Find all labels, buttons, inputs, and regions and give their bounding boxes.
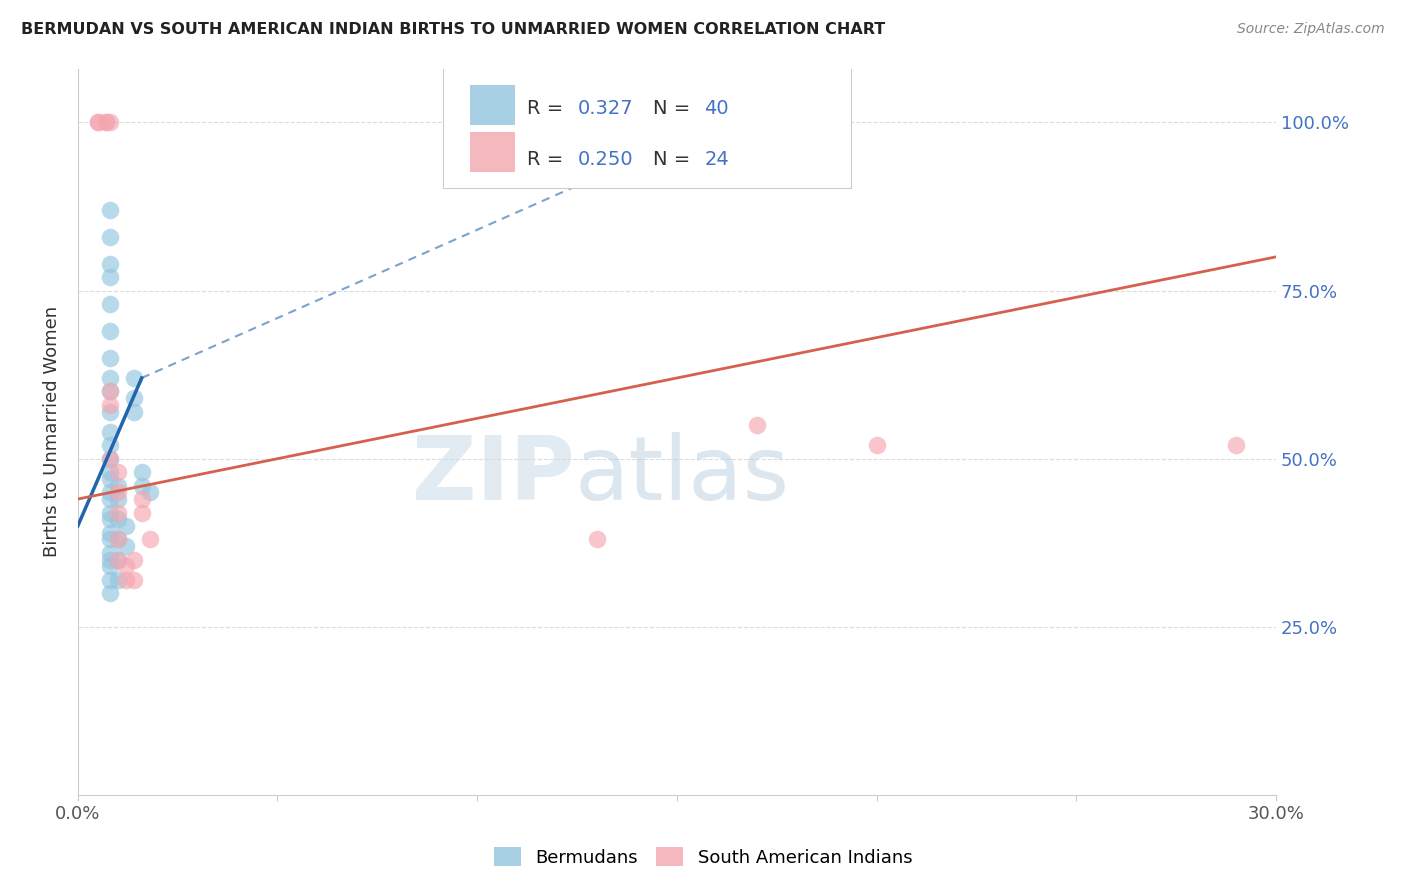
Text: ZIP: ZIP [412,432,575,519]
Point [107,573,129,587]
Point [98,552,121,566]
Point [94,115,117,129]
Point [98,491,121,506]
Y-axis label: Births to Unmarried Women: Births to Unmarried Women [44,306,60,558]
Point [865,438,887,452]
Point [107,552,129,566]
Text: BERMUDAN VS SOUTH AMERICAN INDIAN BIRTHS TO UNMARRIED WOMEN CORRELATION CHART: BERMUDAN VS SOUTH AMERICAN INDIAN BIRTHS… [21,22,886,37]
Point [98,229,121,244]
Point [98,512,121,526]
Point [107,485,129,500]
Text: N =: N = [652,99,696,118]
Point [98,270,121,285]
Point [131,465,153,479]
Point [98,546,121,560]
Point [107,491,129,506]
Point [107,478,129,492]
Point [122,391,145,405]
Point [98,451,121,466]
Point [107,533,129,547]
Point [87,115,110,129]
Point [131,491,153,506]
Point [98,257,121,271]
Point [114,539,136,553]
Point [98,559,121,574]
Point [87,115,110,129]
Point [131,478,153,492]
Point [98,297,121,311]
Point [98,525,121,540]
Point [98,465,121,479]
Point [122,404,145,418]
Point [98,371,121,385]
Point [98,586,121,600]
Point [107,465,129,479]
Point [98,384,121,399]
Point [107,512,129,526]
Point [98,351,121,365]
Point [745,418,768,433]
Point [98,506,121,520]
Point [138,533,160,547]
Point [98,485,121,500]
Point [94,115,117,129]
Point [122,371,145,385]
Point [98,202,121,217]
Point [114,519,136,533]
Point [107,533,129,547]
Point [586,533,609,547]
Point [98,451,121,466]
FancyBboxPatch shape [470,86,515,125]
Point [1225,438,1247,452]
Point [98,384,121,399]
Point [98,438,121,452]
Text: R =: R = [527,150,569,169]
Point [98,398,121,412]
Text: 40: 40 [704,99,730,118]
Text: 24: 24 [704,150,730,169]
FancyBboxPatch shape [470,132,515,172]
Text: N =: N = [652,150,696,169]
Point [98,404,121,418]
Text: 0.250: 0.250 [578,150,633,169]
Point [98,472,121,486]
Text: Source: ZipAtlas.com: Source: ZipAtlas.com [1237,22,1385,37]
Point [114,559,136,574]
Point [114,573,136,587]
Point [122,552,145,566]
FancyBboxPatch shape [443,62,851,188]
Point [98,324,121,338]
Point [138,485,160,500]
Text: atlas: atlas [575,432,790,519]
Point [107,506,129,520]
Legend: Bermudans, South American Indians: Bermudans, South American Indians [486,840,920,874]
Point [122,573,145,587]
Point [98,425,121,439]
Point [98,533,121,547]
Text: 0.327: 0.327 [578,99,633,118]
Point [98,573,121,587]
Point [98,115,121,129]
Text: R =: R = [527,99,569,118]
Point [107,552,129,566]
Point [131,506,153,520]
